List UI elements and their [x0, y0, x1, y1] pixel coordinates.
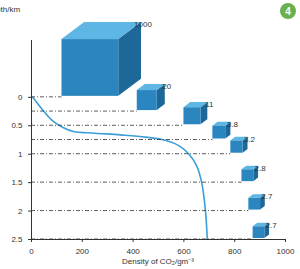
svg-text:1000: 1000: [277, 247, 295, 256]
svg-text:0: 0: [29, 247, 34, 256]
svg-text:1.5: 1.5: [11, 178, 23, 187]
svg-text:3.8: 3.8: [227, 120, 239, 129]
svg-text:20: 20: [162, 82, 171, 91]
svg-text:4: 4: [285, 6, 291, 17]
svg-text:2.7: 2.7: [261, 192, 273, 201]
svg-text:0.5: 0.5: [11, 121, 23, 130]
svg-text:2: 2: [18, 207, 23, 216]
svg-text:800: 800: [228, 247, 242, 256]
svg-text:200: 200: [76, 247, 90, 256]
svg-text:2.5: 2.5: [11, 235, 23, 244]
svg-text:1000: 1000: [134, 20, 152, 29]
svg-text:Density of CO₂/gm⁻³: Density of CO₂/gm⁻³: [122, 257, 194, 266]
svg-text:1: 1: [18, 150, 23, 159]
svg-text:3.2: 3.2: [244, 135, 256, 144]
svg-text:600: 600: [177, 247, 191, 256]
svg-text:0: 0: [18, 93, 23, 102]
svg-text:11: 11: [205, 100, 214, 109]
svg-text:400: 400: [126, 247, 140, 256]
svg-text:Depth/km: Depth/km: [0, 5, 20, 14]
svg-text:2.7: 2.7: [265, 221, 277, 230]
svg-text:2.8: 2.8: [254, 164, 266, 173]
